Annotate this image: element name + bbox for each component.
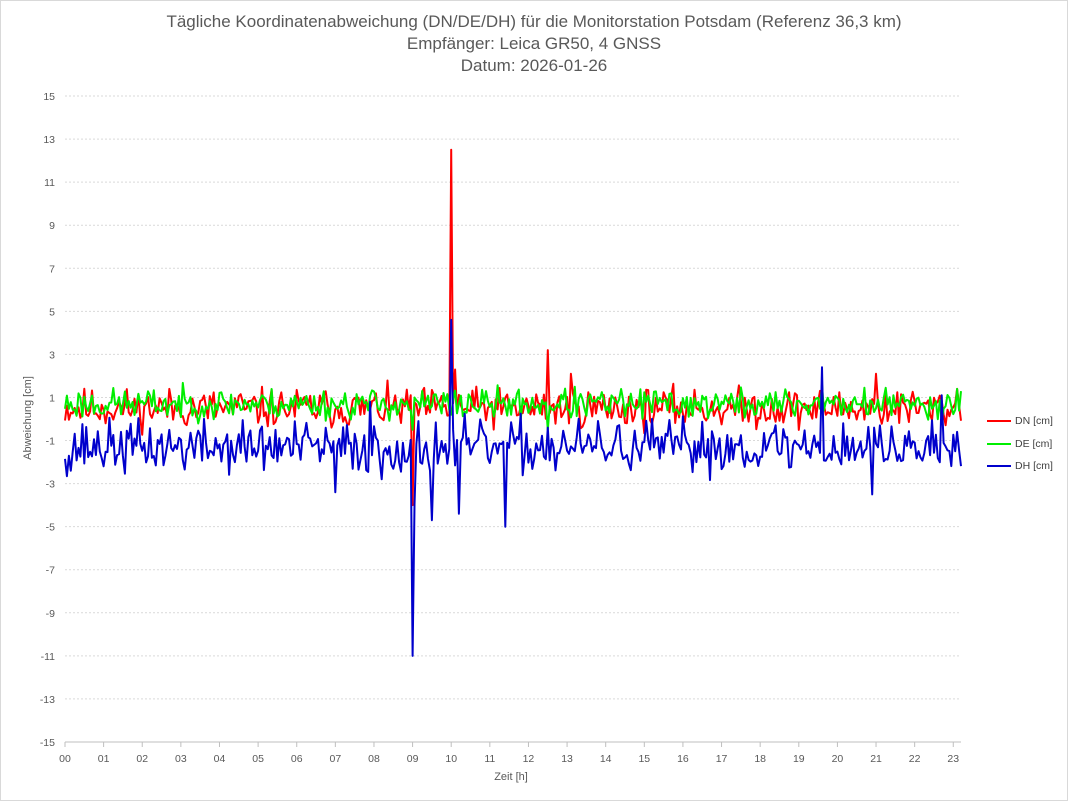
x-tick-label: 17 [716,753,728,765]
y-tick-label: -3 [46,479,55,491]
grid-lines [65,95,961,743]
x-axis-label: Zeit [h] [494,771,528,783]
x-tick-label: 19 [793,753,805,765]
x-tick-label: 11 [484,753,495,765]
y-tick-label: -15 [40,737,55,749]
chart-subtitle: Empfänger: Leica GR50, 4 GNSS [406,34,662,53]
legend: DN [cm] DE [cm] DH [cm] [987,410,1053,478]
y-tick-label: 5 [49,306,55,318]
x-tick-label: 23 [947,753,959,765]
y-tick-label: 13 [43,134,55,146]
y-tick-label: 11 [44,177,55,189]
x-tick-label: 18 [754,753,766,765]
y-tick-label: -1 [46,436,55,448]
legend-swatch [987,420,1011,423]
x-tick-label: 05 [252,753,264,765]
legend-swatch [987,442,1011,445]
chart-title: Tägliche Koordinatenabweichung (DN/DE/DH… [166,12,902,31]
x-tick-label: 16 [677,753,689,765]
x-tick-label: 09 [407,753,419,765]
legend-item-dn: DN [cm] [987,410,1053,433]
chart-date: Datum: 2026-01-26 [460,56,608,75]
series-line-dn [64,148,962,507]
legend-item-de: DE [cm] [987,433,1053,456]
y-tick-label: -13 [40,694,55,706]
x-tick-label: 14 [600,753,612,765]
x-tick-label: 02 [136,753,148,765]
legend-label: DE [cm] [1015,437,1053,450]
chart-titles: Tägliche Koordinatenabweichung (DN/DE/DH… [1,11,1067,77]
y-tick-label: 15 [43,91,55,103]
legend-item-dh: DH [cm] [987,455,1053,478]
y-tick-label: -9 [46,608,55,620]
legend-label: DN [cm] [1015,415,1053,428]
y-axis-ticks: 15 13 11 9 7 5 3 1 -1 -3 -5 -7 -9 -11 -13 -15 [40,91,55,749]
x-tick-label: 01 [98,753,110,765]
x-tick-label: 20 [832,753,844,765]
x-tick-label: 21 [870,753,882,765]
x-tick-label: 06 [291,753,303,765]
y-tick-label: -7 [46,565,55,577]
y-tick-label: 9 [49,220,55,232]
x-tick-label: 00 [59,753,71,765]
x-tick-label: 03 [175,753,187,765]
y-axis-label: Abweichung [cm] [22,376,34,460]
x-tick-label: 04 [214,753,226,765]
y-tick-label: 3 [49,349,55,361]
x-tick-label: 10 [445,753,457,765]
x-tick-label: 22 [909,753,921,765]
series-lines [64,148,962,657]
y-tick-label: 1 [49,392,55,404]
y-tick-label: -5 [46,522,55,534]
series-line-de [64,381,962,431]
x-axis-ticks: 00 01 02 03 04 05 06 07 08 09 10 11 12 13 14 15 16 17 18 19… [59,742,959,765]
x-tick-label: 12 [523,753,535,765]
y-tick-label: 7 [49,263,55,275]
x-tick-label: 15 [638,753,650,765]
x-tick-label: 13 [561,753,573,765]
series-line-dh [64,318,962,657]
y-tick-label: -11 [41,651,56,663]
x-tick-label: 07 [330,753,342,765]
x-tick-label: 08 [368,753,380,765]
legend-swatch [987,465,1011,468]
legend-label: DH [cm] [1015,460,1053,473]
